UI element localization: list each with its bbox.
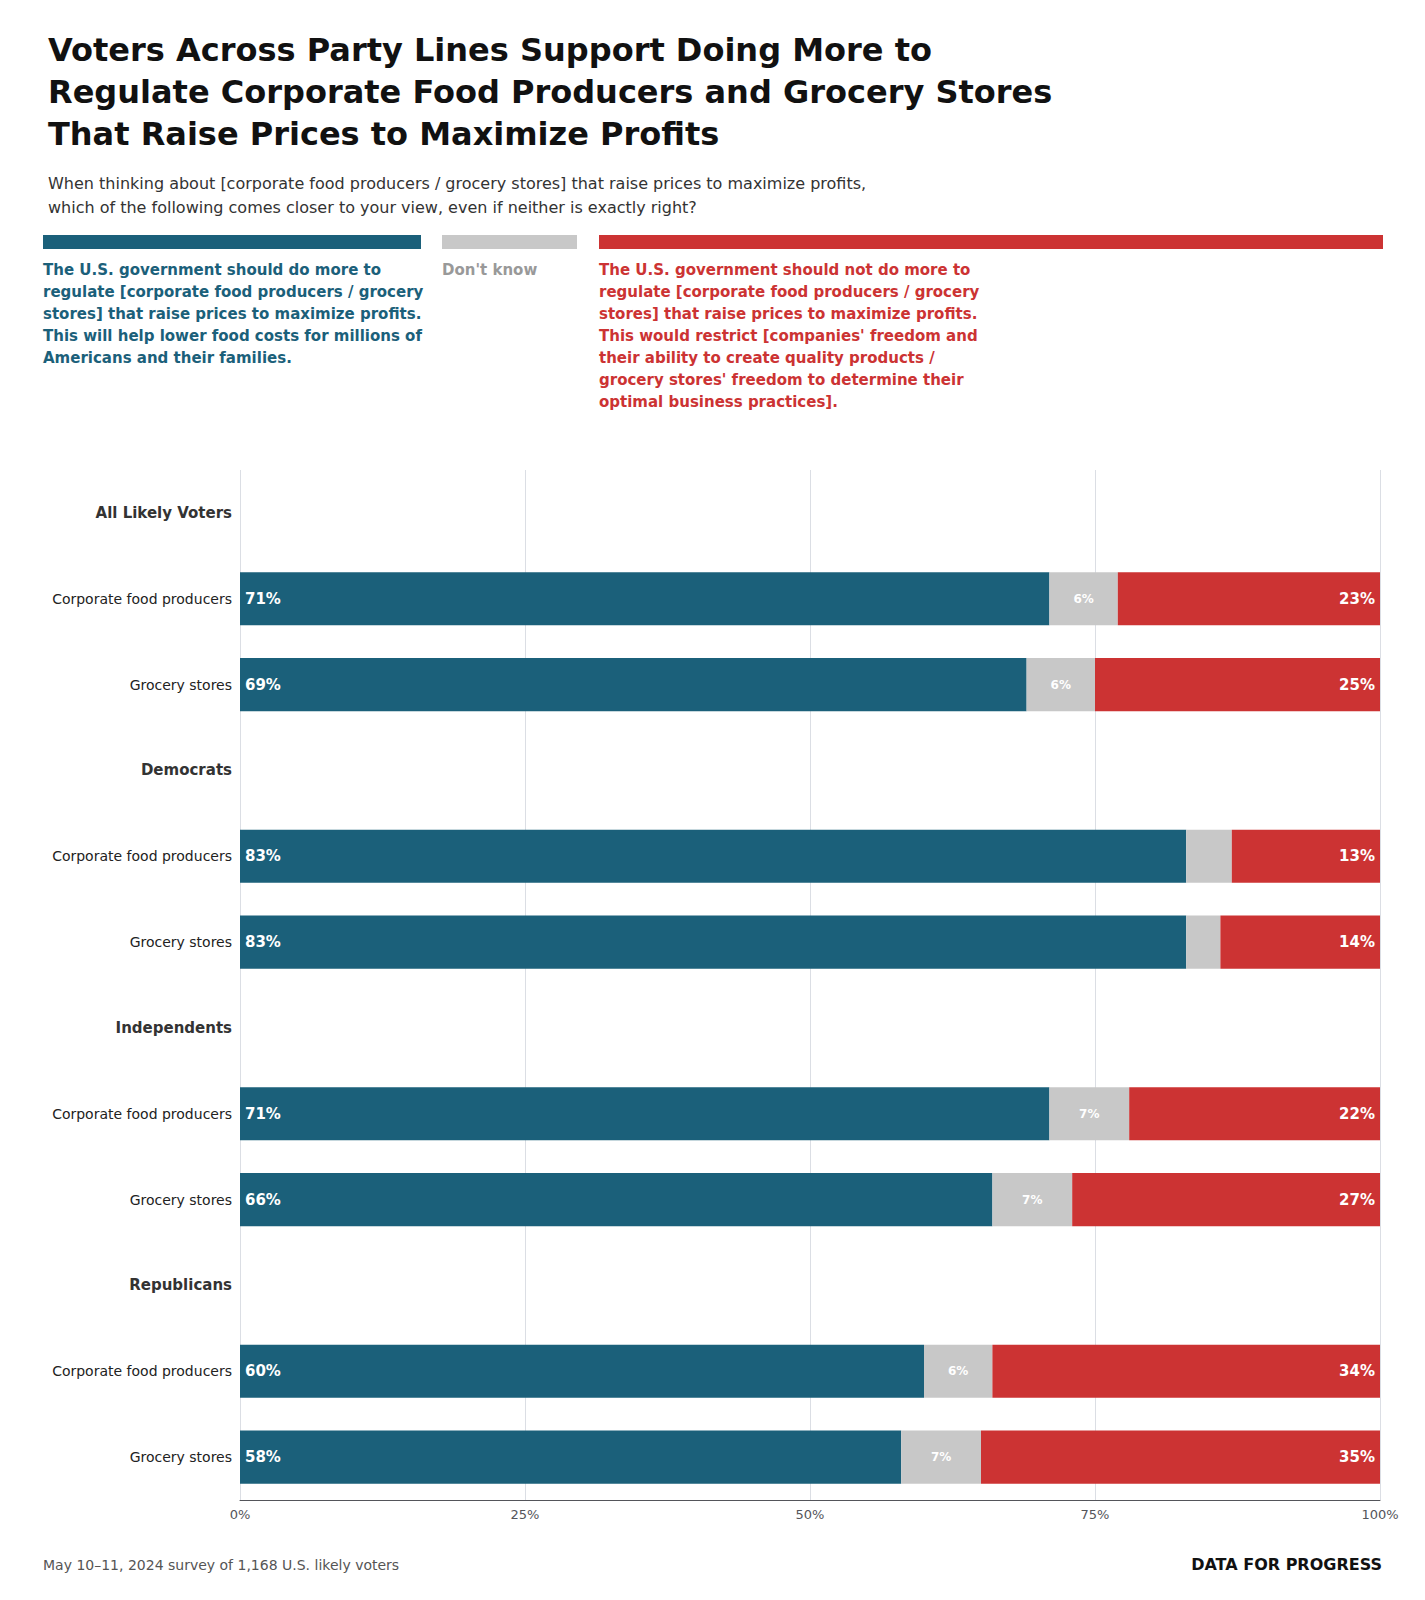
svg-text:May 10–11, 2024 survey of 1,16: May 10–11, 2024 survey of 1,168 U.S. lik… bbox=[43, 1557, 399, 1573]
svg-text:7%: 7% bbox=[931, 1450, 951, 1464]
svg-text:71%: 71% bbox=[245, 590, 281, 608]
svg-text:The U.S. government should not: The U.S. government should not do more t… bbox=[599, 261, 970, 279]
svg-text:60%: 60% bbox=[245, 1362, 281, 1380]
svg-text:83%: 83% bbox=[245, 933, 281, 951]
svg-text:Americans and their families.: Americans and their families. bbox=[43, 349, 292, 367]
svg-text:This would restrict [companies: This would restrict [companies' freedom … bbox=[599, 327, 978, 345]
svg-text:83%: 83% bbox=[245, 847, 281, 865]
svg-text:7%: 7% bbox=[1022, 1193, 1042, 1207]
svg-text:which of the following comes c: which of the following comes closer to y… bbox=[48, 198, 697, 217]
svg-text:Corporate food producers: Corporate food producers bbox=[52, 848, 232, 864]
svg-text:stores] that raise prices to m: stores] that raise prices to maximize pr… bbox=[599, 305, 977, 323]
svg-text:Independents: Independents bbox=[116, 1019, 233, 1037]
svg-text:75%: 75% bbox=[1081, 1507, 1110, 1522]
svg-text:That Raise Prices to Maximize: That Raise Prices to Maximize Profits bbox=[48, 115, 719, 153]
svg-text:This will help lower food cost: This will help lower food costs for mill… bbox=[43, 327, 422, 345]
svg-text:When thinking about [corporate: When thinking about [corporate food prod… bbox=[48, 174, 866, 193]
svg-text:27%: 27% bbox=[1339, 1191, 1375, 1209]
svg-text:stores] that raise prices to m: stores] that raise prices to maximize pr… bbox=[43, 305, 421, 323]
svg-text:grocery stores' freedom to det: grocery stores' freedom to determine the… bbox=[599, 371, 964, 389]
svg-text:regulate [corporate food produ: regulate [corporate food producers / gro… bbox=[43, 283, 424, 301]
svg-text:Corporate food producers: Corporate food producers bbox=[52, 1363, 232, 1379]
svg-text:35%: 35% bbox=[1339, 1448, 1375, 1466]
svg-text:Voters Across Party Lines Supp: Voters Across Party Lines Support Doing … bbox=[48, 31, 932, 69]
svg-text:Republicans: Republicans bbox=[129, 1276, 232, 1294]
svg-text:0%: 0% bbox=[230, 1507, 251, 1522]
svg-text:6%: 6% bbox=[1051, 678, 1071, 692]
svg-text:Corporate food producers: Corporate food producers bbox=[52, 1106, 232, 1122]
svg-text:14%: 14% bbox=[1339, 933, 1375, 951]
svg-text:Democrats: Democrats bbox=[141, 761, 232, 779]
svg-text:Grocery stores: Grocery stores bbox=[130, 1449, 232, 1465]
svg-text:Regulate Corporate Food Produc: Regulate Corporate Food Producers and Gr… bbox=[48, 73, 1052, 111]
svg-text:25%: 25% bbox=[511, 1507, 540, 1522]
svg-text:7%: 7% bbox=[1079, 1107, 1099, 1121]
svg-text:25%: 25% bbox=[1339, 676, 1375, 694]
svg-text:regulate [corporate food produ: regulate [corporate food producers / gro… bbox=[599, 283, 980, 301]
svg-text:DATA FOR PROGRESS: DATA FOR PROGRESS bbox=[1191, 1555, 1382, 1574]
svg-text:13%: 13% bbox=[1339, 847, 1375, 865]
svg-text:71%: 71% bbox=[245, 1105, 281, 1123]
svg-text:69%: 69% bbox=[245, 676, 281, 694]
svg-text:23%: 23% bbox=[1339, 590, 1375, 608]
svg-text:58%: 58% bbox=[245, 1448, 281, 1466]
svg-text:Grocery stores: Grocery stores bbox=[130, 934, 232, 950]
svg-text:their ability to create qualit: their ability to create quality products… bbox=[599, 349, 935, 367]
svg-text:Grocery stores: Grocery stores bbox=[130, 1192, 232, 1208]
svg-text:Corporate food producers: Corporate food producers bbox=[52, 591, 232, 607]
svg-text:All Likely Voters: All Likely Voters bbox=[96, 504, 233, 522]
svg-text:66%: 66% bbox=[245, 1191, 281, 1209]
svg-text:optimal business practices].: optimal business practices]. bbox=[599, 393, 838, 411]
svg-text:Don't know: Don't know bbox=[442, 261, 537, 279]
svg-text:6%: 6% bbox=[1073, 592, 1093, 606]
svg-text:22%: 22% bbox=[1339, 1105, 1375, 1123]
svg-text:Grocery stores: Grocery stores bbox=[130, 677, 232, 693]
svg-text:100%: 100% bbox=[1361, 1507, 1398, 1522]
svg-text:6%: 6% bbox=[948, 1364, 968, 1378]
svg-text:The U.S. government should do: The U.S. government should do more to bbox=[43, 261, 381, 279]
svg-text:50%: 50% bbox=[796, 1507, 825, 1522]
svg-text:34%: 34% bbox=[1339, 1362, 1375, 1380]
